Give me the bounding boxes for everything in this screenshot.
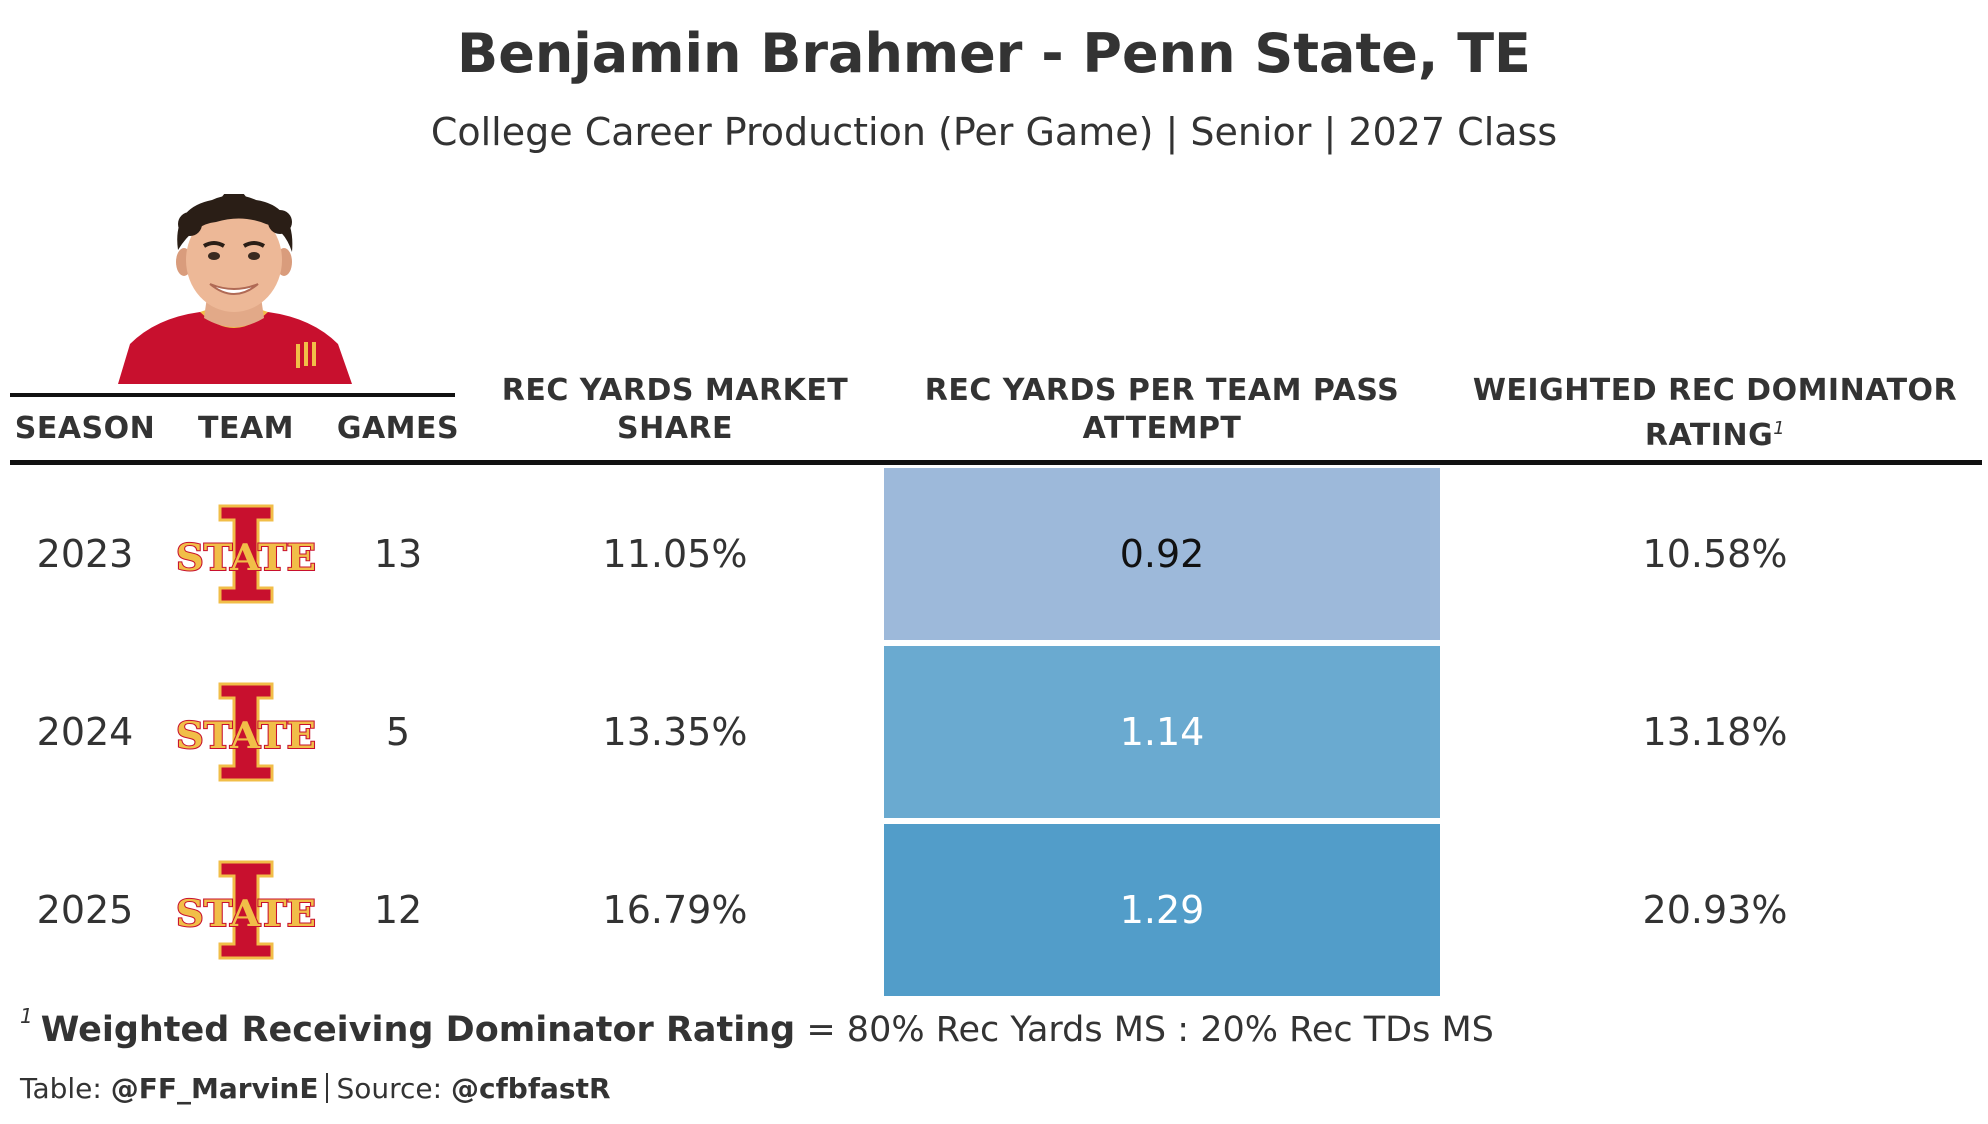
svg-text:STATE: STATE xyxy=(176,537,316,579)
cell-rec-yards-market-share: 13.35% xyxy=(602,710,748,754)
cell-weighted-rec-dominator-rating: 13.18% xyxy=(1642,710,1788,754)
footnote-marker: 1 xyxy=(20,1004,33,1028)
source-table-label: Table: xyxy=(20,1072,111,1105)
header-wrdr-footnote-marker: 1 xyxy=(1773,418,1786,439)
header-season: SEASON xyxy=(14,411,156,446)
header-rec-yards-market-share: REC YARDS MARKET SHARE xyxy=(470,372,880,448)
iowa-state-logo: STATE xyxy=(172,504,320,604)
header-rec-yards-market-share-line2: SHARE xyxy=(616,411,734,446)
header-games: GAMES xyxy=(336,411,460,446)
header-top-rule xyxy=(10,393,455,397)
source-line: Table: @FF_MarvinE Source: @cfbfastR xyxy=(20,1072,611,1105)
cell-rec-yards-per-pass-attempt: 1.14 xyxy=(884,646,1440,818)
iowa-state-logo: STATE xyxy=(172,860,320,960)
iowa-state-logo: STATE xyxy=(172,682,320,782)
svg-text:STATE: STATE xyxy=(176,893,316,935)
cell-weighted-rec-dominator-rating: 10.58% xyxy=(1642,532,1788,576)
cell-rec-yards-per-pass-attempt: 1.29 xyxy=(884,824,1440,996)
source-source-label: Source: xyxy=(336,1072,451,1105)
source-separator xyxy=(326,1073,329,1103)
cell-rec-yards-market-share: 16.79% xyxy=(602,888,748,932)
header-weighted-rec-dominator-rating: WEIGHTED REC DOMINATOR RATING1 xyxy=(1450,372,1980,455)
source-table-author: @FF_MarvinE xyxy=(110,1072,319,1105)
header-wrdr-line1: WEIGHTED REC DOMINATOR xyxy=(1472,373,1958,408)
footnote: 1 Weighted Receiving Dominator Rating = 8… xyxy=(20,1004,1494,1050)
svg-text:STATE: STATE xyxy=(176,715,316,757)
source-source-name: @cfbfastR xyxy=(451,1072,611,1105)
header-rec-yards-per-pass-attempt: REC YARDS PER TEAM PASS ATTEMPT xyxy=(884,372,1440,448)
cell-season: 2023 xyxy=(36,532,134,576)
cell-games: 5 xyxy=(385,710,411,754)
header-team: TEAM xyxy=(197,411,295,446)
chart-subtitle: College Career Production (Per Game) | S… xyxy=(430,110,1558,154)
header-wrdr-line2-text: RATING xyxy=(1644,418,1774,453)
cell-games: 12 xyxy=(373,888,423,932)
player-photo xyxy=(116,194,352,384)
header-rec-yards-per-pass-attempt-line2: ATTEMPT xyxy=(1082,411,1242,446)
cell-rec-yards-per-pass-attempt: 0.92 xyxy=(884,468,1440,640)
cell-weighted-rec-dominator-rating: 20.93% xyxy=(1642,888,1788,932)
chart-title: Benjamin Brahmer - Penn State, TE xyxy=(457,22,1531,85)
cell-rec-yards-market-share: 11.05% xyxy=(602,532,748,576)
cell-season: 2025 xyxy=(36,888,134,932)
cell-games: 13 xyxy=(373,532,423,576)
cell-season: 2024 xyxy=(36,710,134,754)
header-wrdr-line2: RATING1 xyxy=(1450,410,1980,455)
header-bottom-rule xyxy=(10,460,1982,465)
footnote-term: Weighted Receiving Dominator Rating xyxy=(40,1010,796,1050)
header-rec-yards-market-share-line1: REC YARDS MARKET xyxy=(501,373,849,408)
header-rec-yards-per-pass-attempt-line1: REC YARDS PER TEAM PASS xyxy=(924,373,1400,408)
footnote-definition: = 80% Rec Yards MS : 20% Rec TDs MS xyxy=(795,1010,1494,1050)
